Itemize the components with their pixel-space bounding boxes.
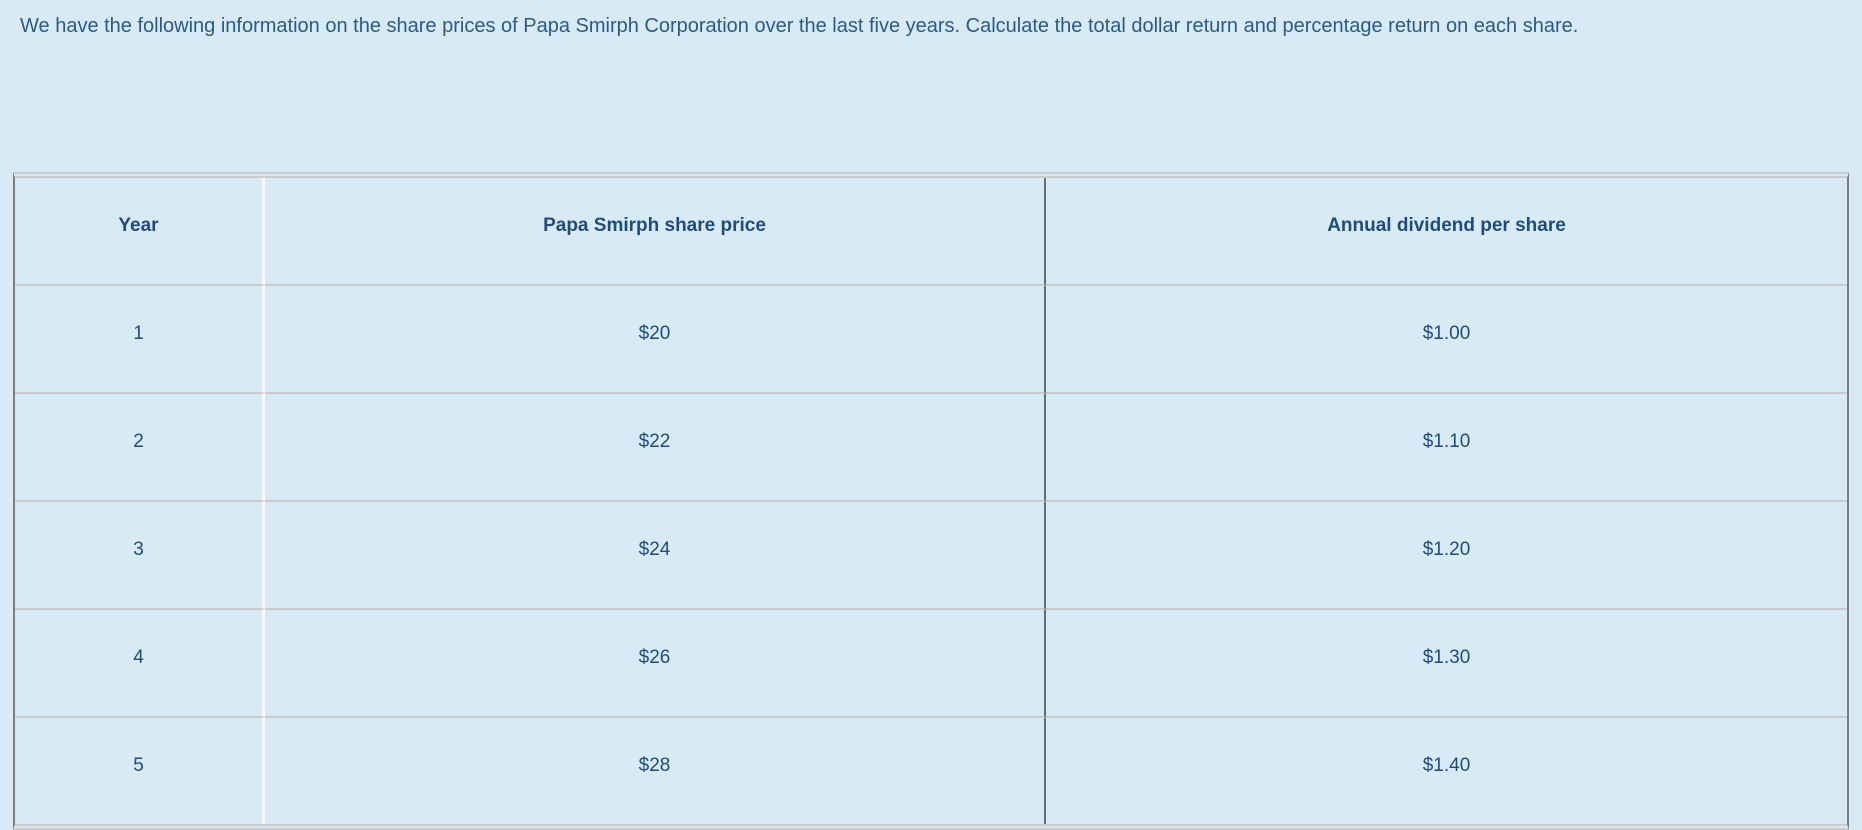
- share-price-table: Year Papa Smirph share price Annual divi…: [13, 172, 1849, 830]
- cell-dividend: $1.00: [1046, 286, 1847, 394]
- cell-year: 4: [15, 610, 265, 718]
- column-header-dividend: Annual dividend per share: [1046, 178, 1847, 286]
- table-row: 1 $20 $1.00: [15, 286, 1847, 394]
- cell-dividend: $1.40: [1422, 755, 1471, 776]
- cell-year: 3: [15, 502, 265, 610]
- cell-share-price: $20: [265, 286, 1046, 394]
- cell-dividend: $1.30: [1046, 610, 1847, 718]
- cell-year: 2: [15, 394, 265, 502]
- cell-year: 1: [15, 286, 265, 394]
- table-row: 4 $26 $1.30: [15, 610, 1847, 718]
- table-row: 2 $22 $1.10: [15, 394, 1847, 502]
- cell-share-price: $22: [265, 394, 1046, 502]
- column-header-share-price: Papa Smirph share price: [265, 178, 1046, 286]
- table-row: 3 $24 $1.20: [15, 502, 1847, 610]
- cell-dividend: $1.10: [1046, 394, 1847, 502]
- question-text: We have the following information on the…: [20, 15, 1579, 37]
- column-header-year: Year: [15, 178, 265, 286]
- cell-share-price: $28: [265, 718, 1046, 824]
- table-header-row: Year Papa Smirph share price Annual divi…: [15, 178, 1847, 286]
- cell-share-price: $26: [265, 610, 1046, 718]
- cell-share-price: $24: [265, 502, 1046, 610]
- table-row: 5 $28 $1.40: [15, 718, 1847, 824]
- cell-year: 5: [15, 718, 265, 824]
- cell-dividend: $1.20: [1046, 502, 1847, 610]
